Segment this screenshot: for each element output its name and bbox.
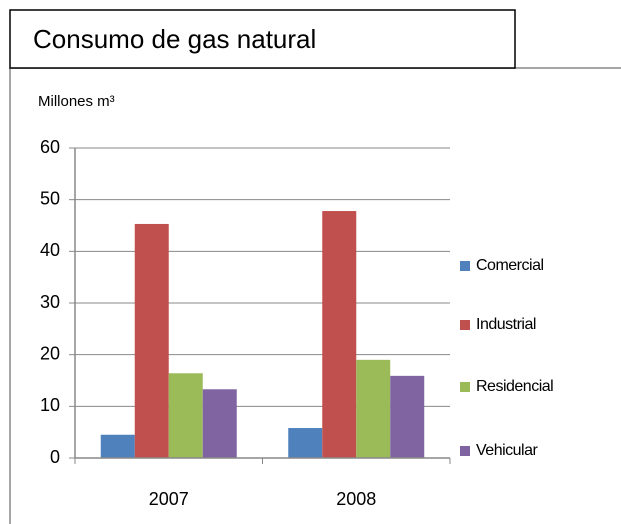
bar (390, 375, 425, 458)
y-tick-label: 50 (40, 188, 60, 208)
bar (322, 211, 357, 458)
bar (100, 434, 135, 458)
y-tick-label: 30 (40, 292, 60, 312)
chart-title: Consumo de gas natural (33, 24, 316, 54)
legend-label: Vehicular (476, 442, 538, 459)
bar (288, 428, 323, 458)
x-tick-label: 2007 (149, 489, 189, 509)
legend-label: Comercial (476, 257, 544, 274)
legend-swatch (460, 382, 470, 392)
y-tick-label: 20 (40, 343, 60, 363)
y-tick-label: 10 (40, 395, 60, 415)
y-tick-label: 0 (50, 447, 60, 467)
bar (356, 359, 391, 458)
y-tick-label: 60 (40, 137, 60, 157)
legend-label: Residencial (476, 378, 553, 395)
bar (134, 223, 169, 458)
legend-label: Industrial (476, 316, 536, 333)
y-axis-label: Millones m³ (38, 93, 115, 110)
legend-swatch (460, 261, 470, 271)
bar (168, 373, 203, 458)
title-box (9, 9, 516, 69)
legend-swatch (460, 320, 470, 330)
legend-swatch (460, 446, 470, 456)
y-tick-label: 40 (40, 240, 60, 260)
x-tick-label: 2008 (336, 489, 376, 509)
bar (202, 389, 237, 458)
